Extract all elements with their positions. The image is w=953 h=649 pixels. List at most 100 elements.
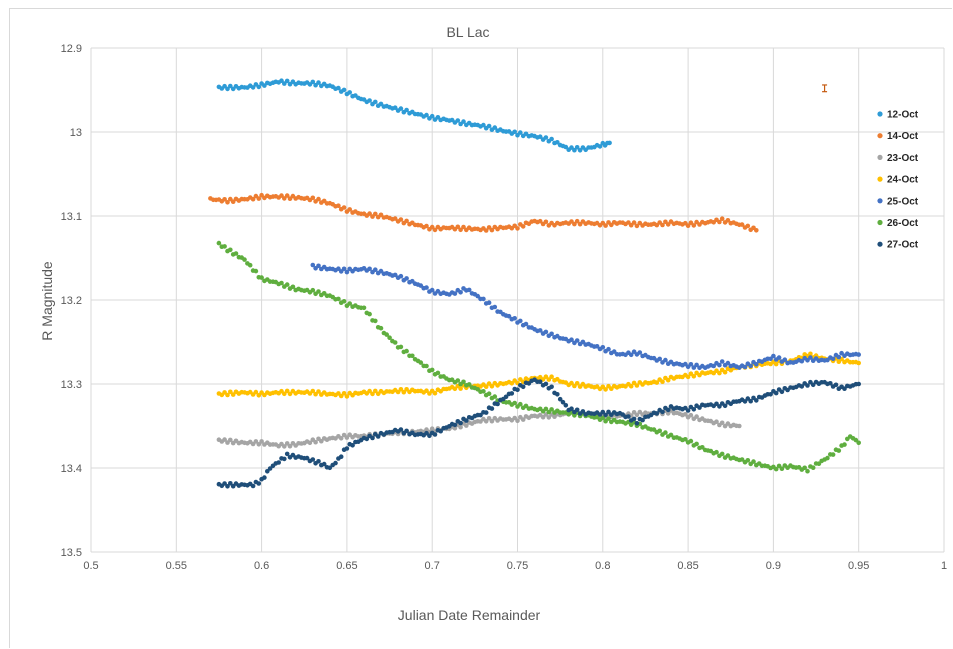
legend-item-25-Oct[interactable]: 25-Oct: [877, 196, 919, 207]
data-point: [282, 391, 287, 397]
data-point: [438, 428, 444, 434]
data-point: [247, 262, 253, 268]
legend[interactable]: 12-Oct 14-Oct 23-Oct 24-Oct 25-Oct 26-Oct 27-O…: [877, 110, 919, 251]
data-point: [805, 468, 810, 474]
data-point: [555, 140, 560, 145]
data-point: [310, 287, 316, 293]
data-point: [341, 205, 347, 210]
data-point: [537, 218, 543, 224]
data-point: [606, 346, 611, 352]
legend-item-26-Oct[interactable]: 26-Oct: [877, 218, 919, 229]
data-point: [256, 196, 262, 201]
data-point: [515, 226, 520, 231]
data-point: [816, 461, 822, 467]
data-point: [225, 86, 230, 92]
legend-item-12-Oct[interactable]: 12-Oct: [877, 110, 919, 121]
data-point: [287, 391, 293, 397]
data-point: [634, 223, 640, 229]
legend-label: 23-Oct: [887, 153, 919, 164]
data-point: [455, 118, 461, 123]
data-point: [489, 418, 495, 424]
data-point: [663, 357, 668, 363]
data-point: [719, 451, 725, 457]
data-point: [316, 80, 321, 85]
data-point: [279, 193, 284, 198]
data-point: [378, 325, 384, 331]
data-point: [284, 388, 290, 394]
data-point: [628, 383, 634, 389]
data-point: [452, 291, 458, 296]
data-point: [773, 390, 779, 396]
data-point: [654, 411, 660, 416]
data-point: [341, 391, 347, 396]
data-point: [347, 207, 353, 212]
data-point: [481, 296, 486, 302]
data-point: [856, 440, 861, 446]
data-point: [495, 401, 500, 407]
data-point: [310, 195, 316, 201]
data-point: [233, 251, 239, 256]
data-point: [492, 125, 498, 130]
data-point: [503, 394, 509, 400]
data-point: [404, 107, 409, 113]
data-point: [284, 193, 290, 198]
data-point: [483, 419, 489, 424]
data-point: [455, 224, 461, 230]
data-point: [455, 378, 461, 383]
data-point: [745, 223, 751, 229]
data-point: [810, 465, 816, 471]
data-point: [344, 446, 350, 451]
data-point: [725, 360, 731, 366]
legend-item-14-Oct[interactable]: 14-Oct: [877, 131, 919, 142]
data-point: [722, 403, 728, 409]
legend-item-23-Oct[interactable]: 23-Oct: [877, 153, 919, 164]
data-point: [392, 272, 398, 278]
data-point: [518, 130, 523, 135]
data-point: [683, 437, 688, 442]
data-point: [279, 78, 284, 83]
y-tick-label: 13.4: [61, 463, 82, 475]
data-point: [810, 382, 816, 388]
data-point: [424, 363, 429, 369]
data-point: [549, 407, 554, 412]
data-point: [429, 287, 435, 293]
legend-label: 14-Oct: [887, 131, 919, 142]
data-point: [225, 200, 230, 205]
legend-label: 27-Oct: [887, 240, 919, 251]
data-point: [316, 389, 321, 394]
data-point: [557, 396, 563, 402]
legend-item-24-Oct[interactable]: 24-Oct: [877, 175, 919, 186]
data-point: [316, 196, 321, 202]
series-27-Oct: [216, 377, 861, 489]
data-point: [600, 415, 606, 421]
legend-label: 24-Oct: [887, 175, 919, 186]
plot-grid: [90, 47, 945, 553]
data-point: [464, 418, 469, 423]
data-point: [230, 392, 236, 397]
data-point: [660, 409, 665, 415]
data-point: [572, 147, 577, 153]
data-point: [429, 367, 435, 373]
data-point: [665, 377, 671, 383]
data-point: [688, 362, 694, 367]
legend-item-27-Oct[interactable]: 27-Oct: [877, 240, 919, 251]
data-point: [452, 422, 458, 428]
data-point: [398, 106, 404, 111]
data-point: [640, 417, 645, 423]
data-point: [489, 384, 495, 389]
data-point: [344, 394, 350, 399]
data-point: [754, 362, 759, 367]
data-point: [458, 227, 463, 233]
data-point: [574, 407, 580, 413]
data-point: [742, 364, 748, 370]
data-point: [429, 113, 435, 119]
data-point: [458, 290, 463, 295]
data-point: [486, 300, 492, 306]
data-point: [466, 382, 472, 387]
data-point: [654, 380, 660, 385]
data-point: [546, 377, 552, 382]
data-point: [228, 437, 233, 443]
data-point: [737, 423, 742, 429]
y-tick-label: 13.2: [61, 295, 82, 307]
data-point: [683, 412, 688, 417]
